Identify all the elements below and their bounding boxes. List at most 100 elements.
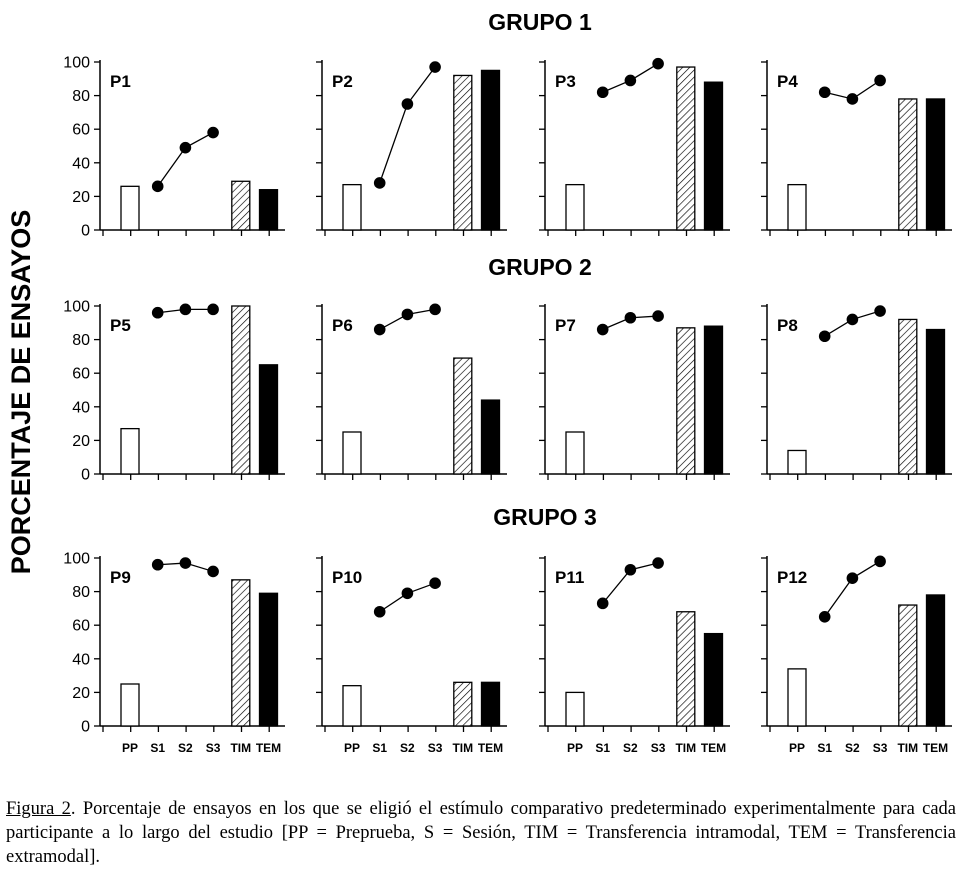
session-point-s3 <box>207 565 219 578</box>
session-line <box>379 66 436 184</box>
bar-pp <box>120 185 140 231</box>
session-point-s1 <box>818 611 831 623</box>
y-tick-label: 40 <box>72 155 90 172</box>
y-tick-label: 0 <box>81 467 90 484</box>
x-tick-label-s3: S3 <box>206 741 221 755</box>
caption-figure-label: Figura 2 <box>6 799 71 819</box>
session-point-s1 <box>373 177 386 189</box>
x-tick-label-tem: TEM <box>256 741 281 755</box>
y-tick-label: 20 <box>72 433 90 450</box>
bar-tem <box>703 325 724 475</box>
bar-tem <box>258 592 279 727</box>
panel-p10: PP S1 S2 S3 TIM TEM P10 <box>316 556 507 755</box>
x-tick-label-s1: S1 <box>150 741 165 755</box>
panel-label: P5 <box>110 316 131 335</box>
y-tick-label: 80 <box>72 332 90 349</box>
session-point-s2 <box>624 74 637 87</box>
session-point-s1 <box>596 323 609 336</box>
x-tick-label-tim: TIM <box>675 741 696 755</box>
panel-p3: P3 <box>539 57 730 236</box>
bar-tem <box>258 189 279 231</box>
x-tick-label-s1: S1 <box>817 741 832 755</box>
session-point-s3 <box>207 303 219 316</box>
bar-tem <box>480 681 501 727</box>
session-point-s3 <box>207 126 219 139</box>
session-point-s1 <box>373 323 386 336</box>
session-point-s3 <box>429 577 441 589</box>
session-point-s3 <box>874 555 886 568</box>
session-point-s1 <box>818 86 831 99</box>
session-point-s1 <box>151 306 164 319</box>
panel-label: P1 <box>110 72 131 91</box>
session-point-s1 <box>373 605 386 618</box>
bar-tim <box>453 681 473 727</box>
y-tick-label: 60 <box>72 122 90 139</box>
bar-pp <box>342 431 362 475</box>
y-tick-label: 20 <box>72 189 90 206</box>
x-tick-label-s1: S1 <box>595 741 610 755</box>
bar-tem <box>925 328 946 475</box>
session-point-s3 <box>652 557 664 569</box>
panel-p6: P6 <box>316 303 507 480</box>
bar-tim <box>676 611 696 727</box>
panel-p2: P2 <box>316 60 507 236</box>
panel-label: P7 <box>555 316 576 335</box>
bar-tem <box>703 632 724 727</box>
bar-tim <box>676 66 696 231</box>
panel-p4: P4 <box>761 60 952 236</box>
figure: PORCENTAJE DE ENSAYOS GRUPO 1 GRUPO 2 GR… <box>6 9 952 755</box>
bar-tem <box>703 81 724 231</box>
x-tick-label-pp: PP <box>567 741 583 755</box>
y-tick-label: 0 <box>81 223 90 240</box>
x-tick-label-tem: TEM <box>923 741 948 755</box>
bar-pp <box>787 668 807 727</box>
panel-p8: P8 <box>761 304 952 480</box>
bar-tim <box>231 579 251 727</box>
panel-label: P4 <box>777 72 798 91</box>
bar-tem <box>925 594 946 727</box>
y-tick-label: 0 <box>81 719 90 736</box>
y-tick-label: 100 <box>63 55 90 72</box>
session-point-s2 <box>846 313 859 326</box>
panel-label: P12 <box>777 568 807 587</box>
panel-label: P10 <box>332 568 362 587</box>
session-point-s1 <box>151 180 164 193</box>
panels: 0 20 40 60 80 100 P1 P2 P3 P4 0 20 40 60 80 100 P5 P6 P7 P8… <box>63 55 952 755</box>
session-point-s2 <box>401 308 414 321</box>
x-tick-label-pp: PP <box>344 741 360 755</box>
panel-p7: P7 <box>539 304 730 480</box>
session-point-s3 <box>874 74 886 87</box>
group-title-3: GRUPO 3 <box>493 504 597 530</box>
y-tick-label: 80 <box>72 88 90 105</box>
bar-pp <box>120 427 140 475</box>
panel-label: P8 <box>777 316 798 335</box>
group-title-2: GRUPO 2 <box>488 254 592 280</box>
panel-p1: 0 20 40 60 80 100 P1 <box>63 55 285 240</box>
bar-pp <box>565 691 585 727</box>
x-tick-label-pp: PP <box>122 741 138 755</box>
x-tick-label-tim: TIM <box>897 741 918 755</box>
panel-label: P9 <box>110 568 131 587</box>
bar-pp <box>342 183 362 231</box>
session-point-s1 <box>151 558 164 571</box>
y-tick-label: 60 <box>72 618 90 635</box>
x-tick-label-tim: TIM <box>452 741 473 755</box>
session-point-s2 <box>624 311 637 324</box>
bar-pp <box>342 685 362 727</box>
session-point-s2 <box>624 563 637 576</box>
x-tick-label-tem: TEM <box>701 741 726 755</box>
bar-pp <box>787 183 807 231</box>
bar-pp <box>565 431 585 475</box>
session-point-s3 <box>874 305 886 317</box>
bar-pp <box>565 183 585 231</box>
x-tick-label-s2: S2 <box>845 741 860 755</box>
session-point-s2 <box>401 98 414 110</box>
x-tick-label-s2: S2 <box>400 741 415 755</box>
bar-tem <box>925 98 946 231</box>
bar-tim <box>898 318 918 475</box>
session-line <box>157 131 214 187</box>
bar-pp <box>787 449 807 475</box>
bar-tem <box>258 364 279 475</box>
y-tick-label: 100 <box>63 551 90 568</box>
y-tick-label: 40 <box>72 399 90 416</box>
